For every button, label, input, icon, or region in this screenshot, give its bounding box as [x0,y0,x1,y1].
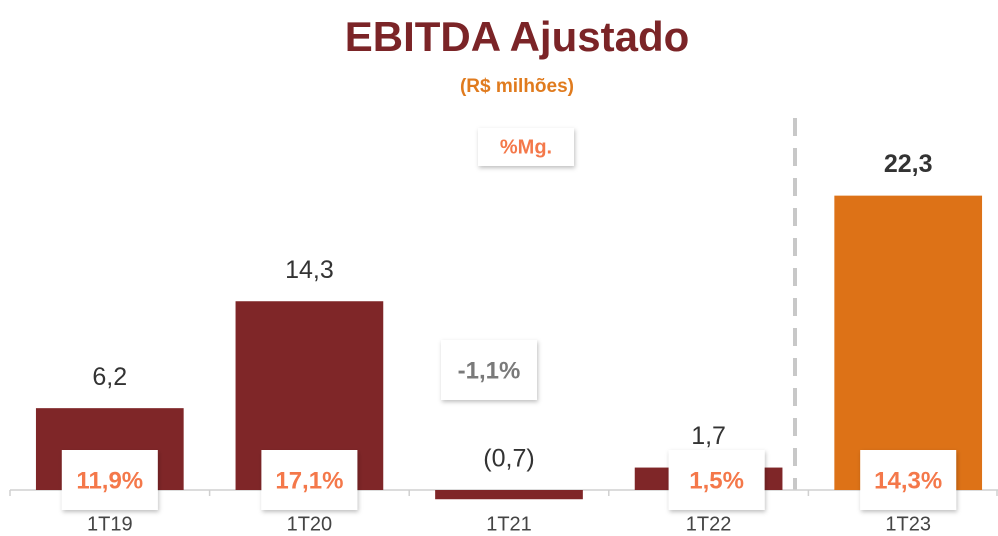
chart-subtitle: (R$ milhões) [460,76,574,97]
margin-box [61,450,158,510]
chart-title: EBITDA Ajustado [345,13,690,60]
margin-label: 1,5% [689,467,744,494]
value-label: 22,3 [884,150,933,178]
margin-label: 14,3% [874,467,942,494]
legend-label: %Mg. [500,136,552,158]
value-label: (0,7) [483,445,534,473]
x-tick-label: 1T19 [87,513,133,535]
x-tick-label: 1T22 [686,513,732,535]
legend-box [478,128,574,166]
margin-box [441,340,537,400]
margin-box [860,450,957,510]
x-tick-label: 1T20 [287,513,333,535]
margin-label: 11,9% [76,467,143,494]
margin-label: 17,1% [275,467,343,494]
bar [435,490,583,500]
margin-box [261,450,358,510]
value-label: 14,3 [285,256,334,284]
bar [834,195,983,490]
x-tick-label: 1T23 [885,513,931,535]
margin-label: -1,1% [458,357,521,384]
value-label: 6,2 [92,363,127,391]
value-label: 1,7 [691,422,726,450]
x-tick-label: 1T21 [486,513,532,535]
margin-box [668,450,765,510]
